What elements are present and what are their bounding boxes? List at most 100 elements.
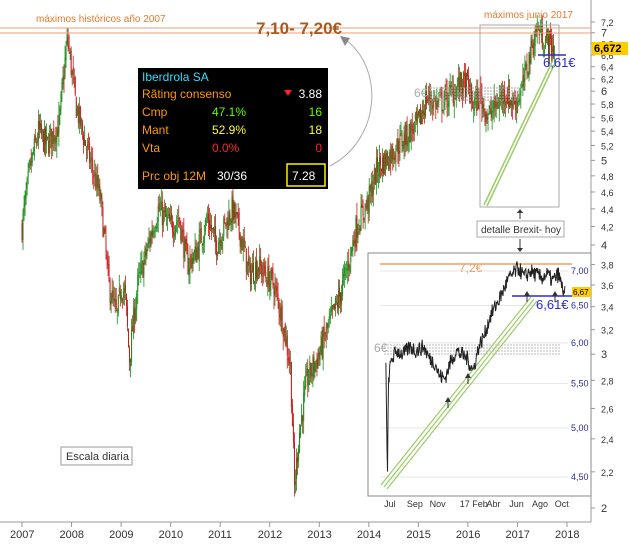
- y-tick-label: 6,2: [601, 75, 614, 85]
- candle-body: [397, 140, 399, 154]
- candle-body: [364, 204, 366, 218]
- candle-body: [538, 26, 540, 36]
- candle-body: [396, 138, 398, 151]
- candle-body: [425, 93, 427, 117]
- candle-body: [119, 290, 121, 299]
- candle-body: [43, 130, 45, 152]
- candle-body: [70, 50, 72, 75]
- info-row-value: 16: [309, 105, 323, 119]
- inset-target-label: 7,2€: [459, 261, 483, 275]
- inset-trendlines: [380, 296, 538, 490]
- candle-body: [100, 193, 102, 199]
- candle-body: [26, 178, 28, 189]
- candle-body: [322, 329, 324, 359]
- candle-body: [273, 288, 275, 297]
- candle-body: [394, 155, 396, 161]
- candle-body: [182, 230, 184, 233]
- candle-body: [413, 122, 415, 132]
- candle-body: [284, 323, 286, 344]
- candle-body: [103, 228, 105, 235]
- candle-body: [411, 124, 413, 131]
- candle-body: [418, 109, 420, 117]
- candle-body: [243, 237, 245, 247]
- candle-body: [115, 299, 117, 309]
- candle-body: [300, 425, 302, 436]
- candle-body: [90, 160, 92, 162]
- candle-body: [278, 300, 280, 314]
- candle-body: [510, 99, 512, 106]
- candle-body: [174, 233, 176, 237]
- candle-body: [40, 124, 42, 134]
- candle-body: [144, 248, 146, 258]
- candle-body: [495, 102, 497, 108]
- candle-body: [443, 101, 445, 109]
- candle-body: [195, 246, 197, 263]
- candle-body: [264, 265, 266, 273]
- candle-body: [258, 267, 260, 272]
- candle-body: [421, 110, 423, 114]
- candle-body: [323, 326, 325, 337]
- candle-body: [316, 357, 318, 369]
- candle-body: [206, 217, 208, 219]
- candle-body: [452, 87, 454, 104]
- candle-body: [528, 52, 530, 77]
- candle-body: [210, 224, 212, 231]
- candle-body: [552, 46, 554, 52]
- candle-body: [370, 183, 372, 193]
- candle-body: [225, 222, 227, 227]
- inset-arrows: [445, 291, 558, 408]
- candle-body: [494, 95, 496, 109]
- candle-body: [381, 169, 383, 172]
- candle-body: [155, 226, 157, 229]
- candle-body: [315, 361, 317, 363]
- candle-body: [372, 186, 374, 196]
- candle-body: [203, 234, 205, 243]
- candle-body: [335, 301, 337, 303]
- candle-body: [366, 195, 368, 209]
- candle-body: [297, 457, 299, 463]
- candle-body: [158, 203, 160, 211]
- candle-body: [141, 260, 143, 264]
- candle-body: [61, 82, 63, 94]
- candle-body: [468, 75, 470, 84]
- candle-body: [433, 98, 435, 107]
- candle-body: [54, 137, 56, 144]
- candle-body: [32, 152, 34, 154]
- candle-body: [289, 362, 291, 366]
- main-trendline-1: [483, 59, 554, 206]
- candle-body: [357, 231, 359, 239]
- x-tick-label: 2007: [10, 529, 34, 541]
- candle-body: [531, 40, 533, 46]
- candle-body: [122, 291, 124, 298]
- candle-body: [420, 113, 422, 124]
- candle-body: [21, 223, 23, 241]
- candle-body: [340, 293, 342, 303]
- candle-body: [537, 23, 539, 29]
- y-tick-label: 7: [601, 28, 607, 40]
- detail-arrow-up-head: [517, 209, 523, 213]
- candle-body: [173, 231, 175, 236]
- candle-body: [25, 191, 27, 199]
- candle-body: [130, 358, 132, 366]
- candle-body: [27, 171, 29, 177]
- candle-body: [213, 227, 215, 230]
- candle-body: [164, 206, 166, 217]
- june-high-label: máximos junio 2017: [484, 10, 573, 21]
- candle-body: [33, 138, 35, 156]
- candle-body: [102, 206, 104, 238]
- candle-body: [312, 357, 314, 377]
- y-tick-label: 4,2: [601, 223, 614, 233]
- candle-body: [385, 154, 387, 168]
- candle-body: [184, 238, 186, 262]
- candle-body: [431, 103, 433, 105]
- inset-x-tick-label: Ago: [532, 499, 548, 509]
- candle-body: [109, 280, 111, 303]
- candle-body: [88, 141, 90, 143]
- candle-body: [31, 152, 33, 163]
- candle-body: [343, 273, 345, 278]
- candle-body: [550, 30, 552, 39]
- candle-body: [66, 34, 68, 44]
- candle-body: [140, 263, 142, 275]
- candle-body: [291, 405, 293, 427]
- candle-body: [489, 105, 491, 109]
